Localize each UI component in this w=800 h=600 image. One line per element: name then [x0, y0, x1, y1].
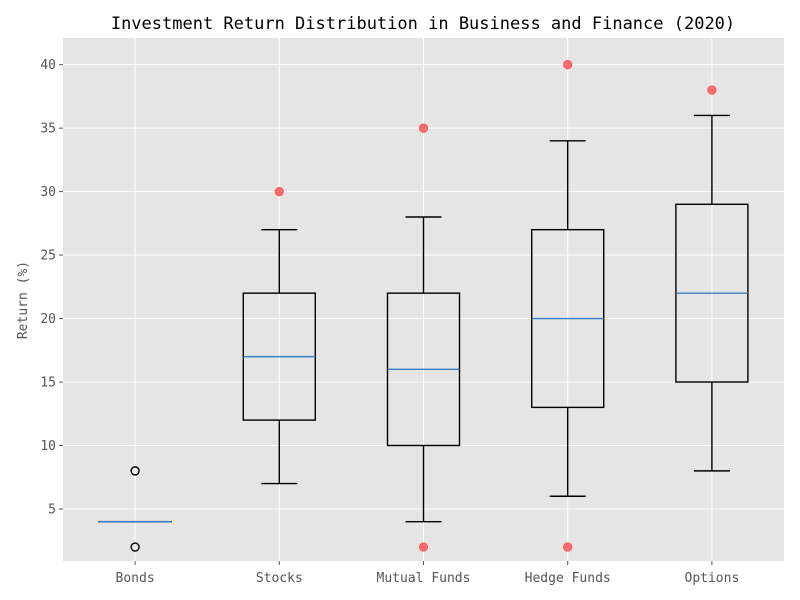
box-group: [98, 466, 172, 552]
y-tick-label: 5: [48, 502, 56, 517]
chart-title: Investment Return Distribution in Busine…: [111, 14, 735, 34]
y-tick-label: 10: [40, 439, 56, 454]
box-group: [386, 123, 461, 552]
outlier-point: [418, 542, 429, 552]
box-group: [242, 186, 317, 485]
box-group: [531, 60, 605, 552]
y-tick-label: 40: [40, 58, 56, 73]
outlier-point: [130, 466, 140, 476]
y-tick-label: 20: [40, 312, 56, 327]
y-tick-label: 25: [40, 249, 56, 264]
y-axis-label: Return (%): [16, 261, 31, 339]
y-tick-label: 35: [40, 122, 56, 137]
outlier-point: [130, 542, 140, 552]
outlier-point: [563, 542, 573, 552]
outlier-point: [707, 85, 717, 95]
x-axis-ticks: Bonds Stocks Mutual Funds Hedge Funds Option…: [116, 561, 740, 586]
x-tick-label: Stocks: [256, 571, 303, 586]
x-tick-label: Options: [685, 571, 740, 586]
boxes: [98, 60, 749, 552]
outlier-point: [418, 123, 429, 133]
outlier-point: [563, 60, 573, 70]
x-tick-label: Bonds: [116, 571, 155, 586]
y-axis-ticks: 5 10 15 20 25 30 35 40: [40, 58, 63, 517]
outlier-point: [274, 186, 284, 197]
y-tick-label: 15: [40, 376, 56, 391]
x-tick-label: Mutual Funds: [377, 571, 471, 586]
y-tick-label: 30: [40, 185, 56, 200]
x-tick-label: Hedge Funds: [525, 571, 611, 586]
box-group: [675, 85, 749, 472]
